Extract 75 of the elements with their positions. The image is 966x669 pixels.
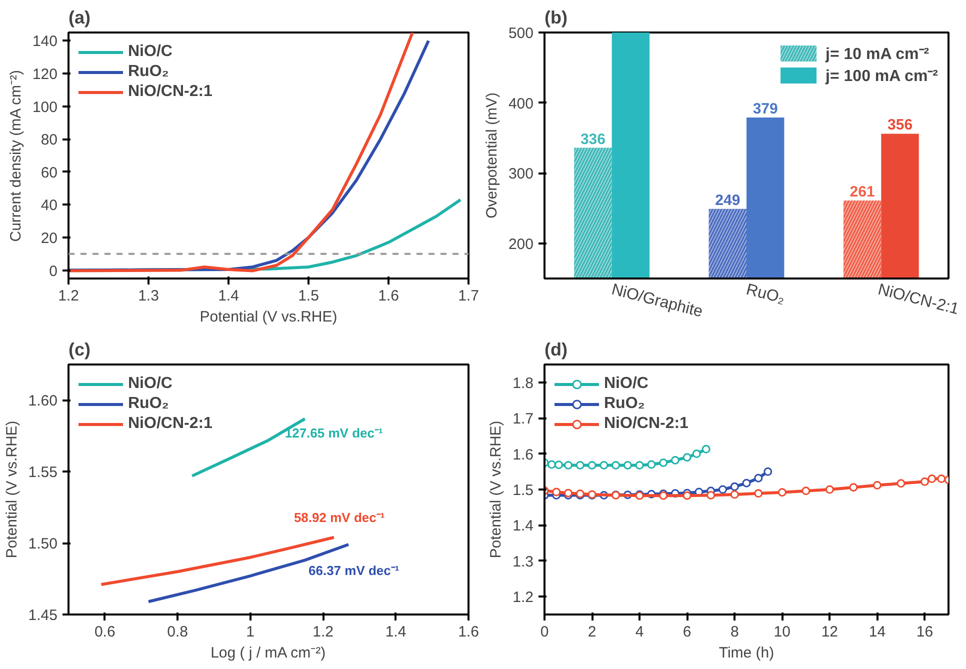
legend-label: RuO₂	[128, 63, 169, 81]
data-label: 261	[850, 183, 875, 200]
x-tick-label: 1	[246, 624, 254, 640]
x-axis-title: Time (h)	[718, 644, 774, 662]
legend-label: RuO₂	[604, 395, 645, 413]
y-tick-label: 60	[40, 164, 58, 182]
y-tick-label: 1.2	[512, 589, 534, 606]
x-axis-title: Potential (V vs.RHE)	[200, 308, 338, 326]
annotation: 66.37 mV dec⁻¹	[308, 563, 400, 578]
legend-label: RuO₂	[128, 395, 169, 413]
y-tick-label: 120	[32, 66, 58, 83]
chart-title: (d)	[544, 340, 568, 360]
data-label: 379	[752, 100, 778, 118]
y-tick-label: 20	[40, 230, 58, 247]
x-tick-label: 1.6	[378, 288, 399, 304]
x-tick-label: 1.2	[312, 624, 334, 640]
data-label: 336	[580, 130, 606, 148]
x-tick-label: 1.5	[298, 288, 319, 304]
chart-title: (b)	[544, 8, 568, 28]
annotation: 127.65 mV dec⁻¹	[284, 425, 383, 440]
x-tick-label: 1.6	[458, 624, 479, 640]
x-tick-label: 4	[635, 624, 644, 640]
chart-title: (a)	[68, 8, 91, 28]
x-tick-label: 0.6	[94, 624, 116, 640]
x-tick-label: 1.2	[58, 288, 79, 304]
y-tick-label: 140	[32, 33, 58, 50]
y-axis-title: Overpotential (mV)	[483, 92, 500, 218]
x-tick-label: 1.7	[458, 288, 479, 304]
x-tick-label: 1.4	[218, 288, 239, 304]
data-label: 249	[715, 192, 740, 209]
x-tick-label: 6	[682, 624, 692, 640]
x-tick-label: 12	[821, 624, 838, 640]
y-axis-title: Current density (mA cm⁻²)	[7, 70, 24, 242]
annotation: 58.92 mV dec⁻¹	[294, 510, 385, 525]
legend-label: NiO/CN-2:1	[128, 415, 212, 433]
y-tick-label: 0	[49, 262, 58, 280]
y-tick-label: 1.6	[512, 446, 534, 464]
x-tick-label: 1.3	[138, 288, 159, 304]
legend-label: NiO/CN-2:1	[604, 415, 688, 433]
x-tick-label: RuO₂	[744, 281, 786, 308]
y-axis-title: Potential (V vs.RHE)	[3, 420, 20, 558]
legend-label: NiO/C	[128, 375, 172, 393]
y-tick-label: 1.8	[512, 374, 534, 392]
x-tick-label: 1.4	[385, 624, 406, 640]
x-tick-label: 8	[730, 624, 739, 640]
y-tick-label: 40	[40, 197, 58, 214]
x-tick-label: 0	[540, 624, 549, 640]
x-tick-label: 0.8	[167, 624, 188, 640]
y-axis-title: Potential (V vs.RHE)	[488, 420, 505, 558]
y-tick-label: 1.60	[28, 392, 58, 410]
y-tick-label: 100	[32, 98, 58, 116]
legend-label: NiO/C	[604, 375, 648, 393]
x-tick-label: 2	[588, 624, 596, 640]
x-tick-label: 10	[774, 624, 790, 640]
y-tick-label: 1.4	[512, 518, 534, 535]
x-axis-title: Log ( j / mA cm⁻²)	[210, 644, 326, 662]
legend-label: j= 10 mA cm⁻²	[826, 45, 930, 64]
y-tick-label: 300	[508, 166, 534, 183]
y-tick-label: 1.50	[28, 536, 58, 553]
y-tick-label: 500	[508, 25, 534, 42]
y-tick-label: 1.5	[512, 482, 534, 499]
y-tick-label: 200	[508, 236, 534, 253]
y-tick-label: 1.3	[512, 553, 534, 570]
legend-label: NiO/C	[128, 43, 172, 61]
y-tick-label: 1.7	[512, 410, 534, 428]
y-tick-label: 1.45	[28, 607, 58, 624]
y-tick-label: 1.55	[28, 464, 58, 482]
y-tick-label: 400	[508, 95, 534, 112]
y-tick-label: 80	[40, 132, 58, 149]
chart-title: (c)	[68, 340, 91, 360]
x-tick-label: 14	[868, 624, 886, 640]
legend-label: j= 100 mA cm⁻²	[826, 67, 938, 86]
legend-label: NiO/CN-2:1	[128, 83, 212, 101]
data-label: 356	[888, 116, 913, 134]
x-tick-label: 16	[916, 624, 934, 640]
